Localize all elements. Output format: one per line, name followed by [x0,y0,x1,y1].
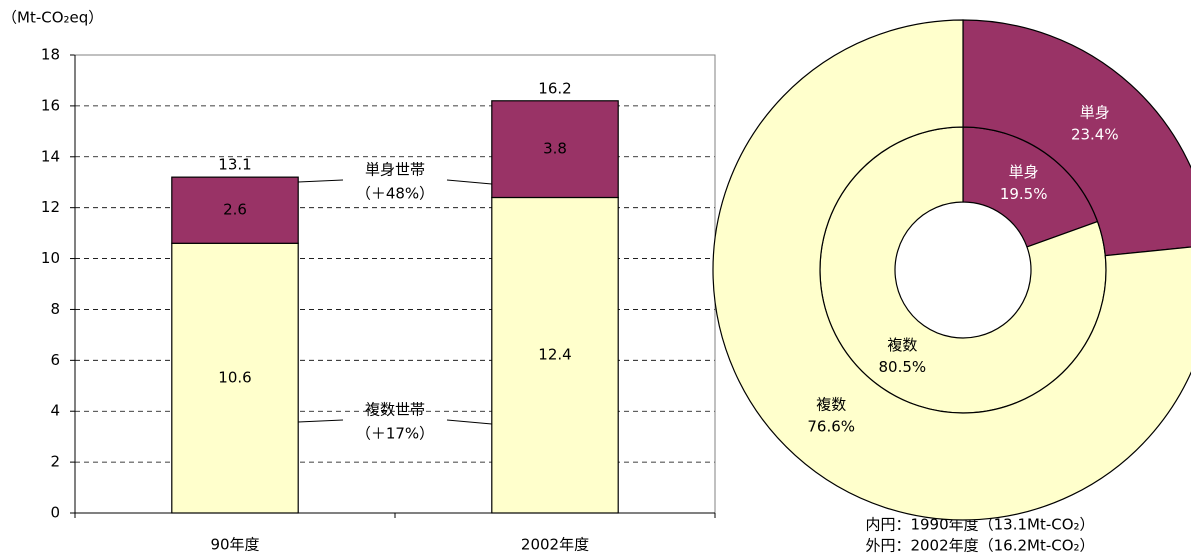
y-tick-label: 6 [50,351,60,369]
y-tick-label: 10 [41,249,60,267]
y-tick-label: 2 [50,453,60,471]
connector [298,419,344,423]
connector [298,179,344,183]
y-tick-label: 8 [50,300,60,318]
y-tick-label: 16 [41,96,60,114]
total-label: 16.2 [538,79,571,97]
y-tick-label: 4 [50,402,60,420]
donut-wedge [712,19,1191,521]
y-tick-label: 12 [41,198,60,216]
value-label: 2.6 [223,201,247,219]
wedge-category: 単身 [1009,163,1039,181]
x-tick-label: 90年度 [210,536,259,553]
series-label: 複数世帯 [365,401,425,419]
total-label: 13.1 [218,156,251,174]
bar-segment [491,196,619,514]
connector [446,179,492,185]
legend-text: 内円：1990年度（13.1Mt-CO₂） [865,516,1094,534]
y-tick-label: 18 [41,46,60,64]
bar-segment [491,100,619,199]
y-axis-label: （Mt-CO₂eq） [2,9,103,27]
series-annotation: （＋17%） [356,425,434,443]
series-annotation: （＋48%） [356,185,434,203]
wedge-value: 80.5% [879,358,927,376]
bar-segment [171,242,299,514]
y-tick-label: 14 [41,147,60,165]
value-label: 3.8 [543,140,567,158]
legend-text: 外円：2002年度（16.2Mt-CO₂） [865,537,1094,553]
bar-segment [171,176,299,244]
y-tick-label: 0 [50,504,60,522]
wedge-value: 76.6% [807,417,855,435]
x-tick-label: 2002年度 [521,536,589,553]
donut-wedge [962,19,1191,257]
series-label: 単身世帯 [365,161,425,179]
value-label: 10.6 [218,369,251,387]
wedge-value: 23.4% [1071,126,1119,144]
wedge-category: 複数 [816,395,846,413]
wedge-value: 19.5% [1000,185,1048,203]
wedge-category: 単身 [1080,104,1110,122]
value-label: 12.4 [538,346,571,364]
plot-frame [74,54,716,514]
connector [446,419,492,425]
wedge-category: 複数 [887,336,917,354]
